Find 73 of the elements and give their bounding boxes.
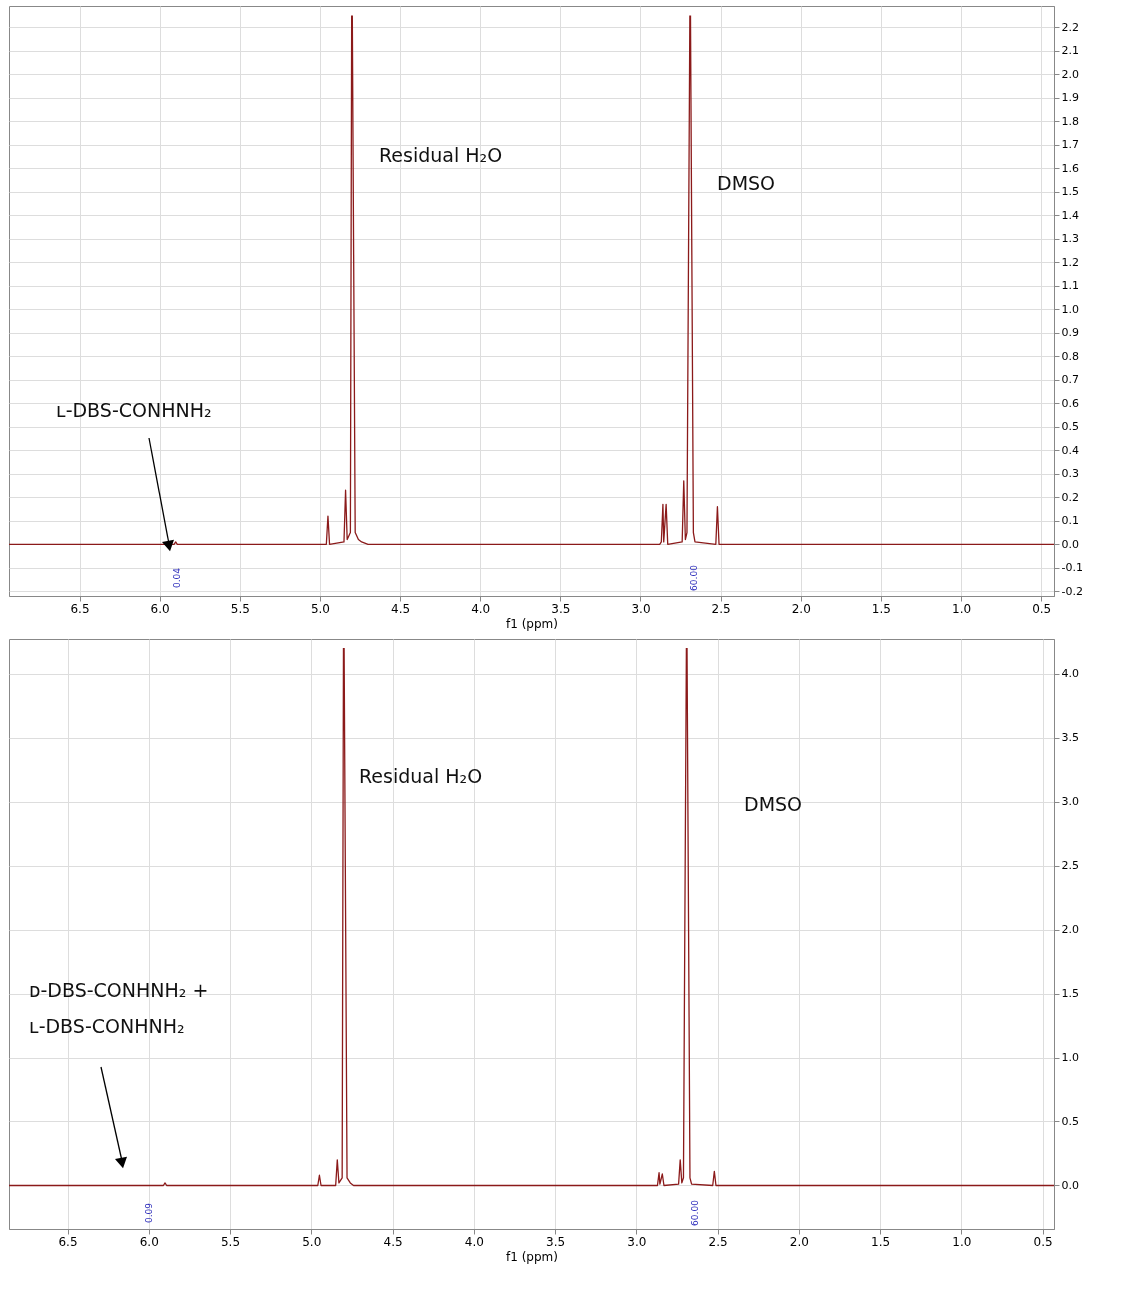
x-tick-label: 5.0	[302, 1234, 322, 1249]
x-tick-label: 3.0	[631, 601, 651, 616]
x-tick-label: 1.5	[871, 601, 891, 616]
x-tick-label: 2.5	[708, 1234, 728, 1249]
y-tick-label: 0.7	[1061, 373, 1079, 387]
x-axis-title: f1 (ppm)	[506, 1249, 558, 1264]
x-tick-label: 6.5	[70, 601, 90, 616]
y-tick-label: 2.0	[1061, 67, 1079, 81]
y-tick-label: 1.7	[1061, 138, 1079, 152]
annotation: Residual H₂O	[379, 144, 503, 166]
y-tick-label: 0.5	[1061, 420, 1079, 434]
y-tick-label: 0.6	[1061, 396, 1079, 410]
annotation: 60.00	[690, 1199, 700, 1226]
x-tick-label: 3.5	[551, 601, 571, 616]
x-tick-label: 3.0	[627, 1234, 647, 1249]
annotation: ᴅ-DBS-CONHNH₂ +	[29, 979, 209, 1001]
y-tick-label: 3.5	[1061, 731, 1079, 745]
x-tick-label: 4.0	[464, 1234, 484, 1249]
x-tick-label: 0.5	[1033, 1234, 1053, 1249]
y-tick-label: 1.2	[1061, 255, 1079, 269]
y-tick-label: 0.9	[1061, 326, 1079, 340]
y-tick-label: 1.6	[1061, 161, 1079, 175]
y-tick-label: 0.8	[1061, 349, 1079, 363]
x-tick-label: 5.0	[310, 601, 330, 616]
x-tick-label: 6.0	[150, 601, 170, 616]
y-tick-label: 1.5	[1061, 185, 1079, 199]
annotation: DMSO	[744, 793, 803, 815]
y-tick-label: 2.0	[1061, 923, 1079, 937]
x-tick-label: 3.5	[546, 1234, 566, 1249]
y-tick-label: 3.0	[1061, 795, 1079, 809]
y-tick-label: 1.9	[1061, 91, 1079, 105]
y-tick-label: -0.2	[1061, 584, 1083, 598]
y-tick-label: 0.2	[1061, 490, 1079, 504]
x-tick-label: 1.0	[951, 601, 972, 616]
y-tick-label: 0.5	[1061, 1114, 1079, 1128]
x-tick-label: 2.0	[789, 1234, 809, 1249]
annotation: ʟ-DBS-CONHNH₂	[29, 1015, 185, 1037]
annotation: 0.04	[172, 567, 182, 589]
x-tick-label: 2.5	[711, 601, 731, 616]
x-tick-label: 4.0	[471, 601, 491, 616]
y-tick-label: 4.0	[1061, 667, 1079, 681]
y-tick-label: 0.4	[1061, 443, 1079, 457]
x-tick-label: 6.0	[139, 1234, 159, 1249]
y-tick-label: 1.5	[1061, 987, 1079, 1001]
y-tick-label: 0.0	[1061, 1178, 1079, 1192]
y-tick-label: -0.1	[1061, 561, 1083, 575]
annotation: ʟ-DBS-CONHNH₂	[56, 399, 212, 421]
y-tick-label: 0.1	[1061, 514, 1079, 528]
x-tick-label: 4.5	[391, 601, 411, 616]
y-tick-label: 2.5	[1061, 859, 1079, 873]
x-axis-title: f1 (ppm)	[506, 616, 558, 631]
x-tick-label: 4.5	[383, 1234, 403, 1249]
annotation: 60.00	[689, 564, 699, 591]
x-tick-label: 1.5	[871, 1234, 891, 1249]
y-tick-label: 0.3	[1061, 467, 1079, 481]
annotation: Residual H₂O	[359, 765, 483, 787]
y-tick-label: 2.2	[1061, 20, 1079, 34]
x-tick-label: 0.5	[1032, 601, 1052, 616]
x-tick-label: 5.5	[220, 1234, 241, 1249]
annotation: 0.09	[144, 1202, 154, 1224]
y-tick-label: 1.0	[1061, 302, 1079, 316]
x-tick-label: 1.0	[952, 1234, 972, 1249]
y-tick-label: 1.0	[1061, 1051, 1079, 1064]
x-tick-label: 2.0	[791, 601, 811, 616]
y-tick-label: 1.3	[1061, 232, 1079, 246]
y-tick-label: 1.1	[1061, 279, 1079, 293]
y-tick-label: 0.0	[1061, 537, 1079, 551]
y-tick-label: 1.4	[1061, 208, 1079, 222]
x-tick-label: 5.5	[230, 601, 250, 616]
y-tick-label: 2.1	[1061, 44, 1079, 58]
y-tick-label: 1.8	[1061, 114, 1079, 128]
annotation: DMSO	[717, 172, 776, 194]
x-tick-label: 6.5	[58, 1234, 78, 1249]
